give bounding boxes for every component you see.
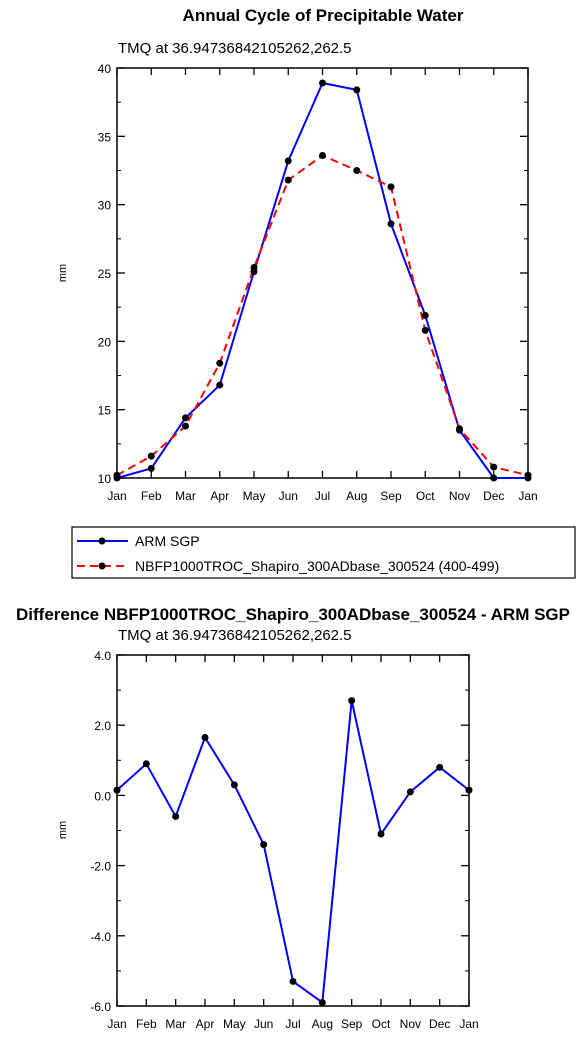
series-0-point [284,157,292,165]
y-tick-label: -6.0 [90,1000,111,1014]
y-tick-label: 4.0 [94,649,111,663]
x-tick-label: Nov [449,489,470,503]
x-tick-label: Jan [107,489,126,503]
series-0-point [216,381,224,389]
series-0-point [172,812,180,820]
y-tick-label: 10 [98,472,112,486]
y-tick-label: 30 [98,199,112,213]
y-tick-label: 25 [98,267,112,281]
x-tick-label: Jul [285,1017,300,1031]
x-tick-label: Aug [312,1017,333,1031]
difference-title: Difference NBFP1000TROC_Shapiro_300ADbas… [16,605,570,624]
x-tick-label: Dec [429,1017,450,1031]
x-tick-label: Aug [346,489,367,503]
y-tick-label: 35 [98,130,112,144]
series-1-point [113,471,121,479]
series-0-point [465,786,473,794]
series-1-point [421,326,429,334]
x-tick-label: Oct [372,1017,391,1031]
x-tick-label: Jan [518,489,537,503]
legend-box [71,526,576,579]
x-tick-label: Dec [483,489,504,503]
x-tick-label: Jan [107,1017,126,1031]
plot-frame [116,654,470,1007]
annual-cycle-plot: Jan Feb Mar Apr May Jun Jul Aug Sep Oct Nov Dec Jan 1… [98,62,538,503]
x-tick-label: Nov [400,1017,421,1031]
series-1-point [456,425,463,433]
series-0-point [319,79,326,87]
series-0-point [353,86,361,94]
series-0-point [201,733,209,741]
chart-title: Annual Cycle of Precipitable Water [183,6,464,25]
series-1-point [216,359,224,367]
series-0-point [142,760,150,768]
series-0-point [348,697,356,705]
legend-marker-arm-sgp [98,537,106,545]
difference-subtitle: TMQ at 36.94736842105262,262.5 [118,627,352,644]
series-1-point [490,463,498,471]
series-1-point [353,167,361,174]
x-tick-label: Feb [136,1017,157,1031]
x-tick-label: Mar [175,489,196,503]
series-0-point [406,788,414,796]
x-tick-label: Sep [341,1017,363,1031]
series-0-point [289,977,297,985]
series-1-point [250,264,258,272]
x-tick-label: May [243,489,266,503]
difference-plot: Jan Feb Mar Apr May Jun Jul Aug Sep Oct Nov Dec Jan -… [90,649,478,1031]
series-0-point [260,841,268,849]
series-1-point [182,422,189,430]
legend-label-model: NBFP1000TROC_Shapiro_300ADbase_300524 (4… [135,558,499,574]
series-line-0 [116,699,470,1004]
x-tick-label: Sep [380,489,402,503]
y-tick-label: 40 [98,62,112,76]
series-0-point [230,781,238,789]
series-1-point [387,183,395,191]
x-tick-label: Jun [254,1017,273,1031]
series-0-point [147,464,155,472]
x-tick-label: May [223,1017,246,1031]
x-tick-label: Jan [459,1017,478,1031]
x-tick-label: Apr [196,1017,215,1031]
series-1-point [284,176,292,184]
y-tick-label: 15 [98,404,112,418]
legend-marker-model [98,562,106,570]
x-tick-label: Jul [315,489,330,503]
series-0-point [387,220,395,228]
plot-frame [116,67,529,479]
series-0-point [436,763,444,771]
series-0-point [377,830,385,838]
series-line-0 [116,82,528,479]
series-1-point [147,452,155,460]
x-tick-label: Mar [165,1017,186,1031]
x-tick-label: Apr [210,489,229,503]
series-1-point [524,471,532,479]
series-0-point [113,786,121,794]
x-tick-label: Feb [141,489,162,503]
chart-subtitle: TMQ at 36.94736842105262,262.5 [118,40,352,57]
y-tick-label: -4.0 [90,930,111,944]
x-tick-label: Jun [279,489,298,503]
series-0-point [490,474,498,482]
y-tick-label: -2.0 [90,860,111,874]
series-0-point [182,414,189,422]
y-tick-label: 20 [98,335,112,349]
y-tick-label: 2.0 [94,719,111,733]
series-0-point [421,311,429,319]
y-axis-label: mm [57,264,69,282]
legend: ARM SGP NBFP1000TROC_Shapiro_300ADbase_3… [71,526,576,579]
series-1-point [319,151,326,159]
series-0-point [318,998,326,1006]
y-tick-label: 0.0 [94,789,111,803]
legend-label-arm-sgp: ARM SGP [135,533,200,549]
x-tick-label: Oct [416,489,435,503]
difference-y-axis-label: mm [57,821,69,839]
